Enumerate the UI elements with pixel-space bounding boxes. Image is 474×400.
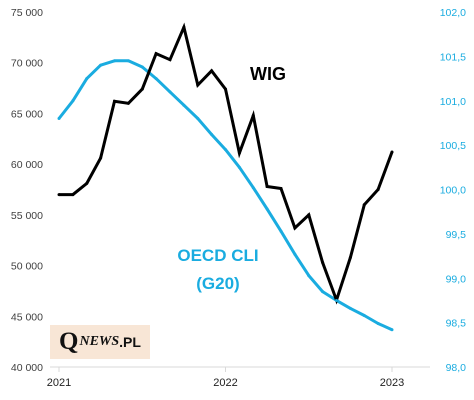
wig-data-point [168,58,172,62]
wig-data-point [99,156,103,160]
oecd-data-point [362,314,366,318]
wig-data-point [237,151,241,155]
left-tick-label: 75 000 [11,7,43,19]
left-tick-label: 40 000 [11,362,43,374]
oecd-data-point [224,148,227,152]
oecd-data-point [348,306,352,310]
logo-q: Q [59,328,79,355]
oecd-data-point [168,90,172,94]
oecd-data-point [99,63,103,67]
oecd-data-point [57,117,61,120]
left-tick-label: 45 000 [11,311,43,323]
left-tick-label: 65 000 [11,108,43,120]
right-tick-label: 102,0 [440,7,466,19]
oecd-data-point [321,290,325,294]
oecd-data-point [390,328,394,332]
wig-data-point [126,101,130,105]
wig-data-point [362,203,366,207]
oecd-data-point [154,77,158,81]
right-axis-ticks: 98,0 98,5 99,0 99,5 100,0 100,5 101,0 101,5 102,… [440,7,466,374]
oecd-data-point [85,77,89,81]
right-tick-label: 101,5 [440,51,466,63]
oecd-data-point [307,274,311,278]
wig-data-point [321,261,325,265]
wig-data-point [113,99,116,103]
wig-data-point [210,69,214,73]
oecd-data-point [279,229,283,233]
right-tick-label: 98,5 [446,318,467,330]
wig-data-point [265,184,269,188]
wig-data-point [279,186,283,190]
logo-news: NEWS [79,334,120,349]
logo-pl: .PL [119,334,141,350]
wig-data-point [71,193,75,197]
oecd-data-point [210,132,214,136]
wig-data-point [196,83,200,87]
oecd-data-point [293,252,297,256]
oecd-label-line2: (G20) [196,274,239,293]
left-tick-label: 50 000 [11,261,43,273]
oecd-data-point [182,103,186,107]
oecd-data-point [376,322,380,326]
wig-data-point [154,52,158,56]
right-tick-label: 100,0 [440,185,466,197]
right-tick-label: 98,0 [446,362,467,374]
left-tick-label: 55 000 [11,210,43,222]
oecd-data-point [140,65,144,69]
left-tick-label: 60 000 [11,159,43,171]
left-axis-ticks: 40 000 45 000 50 000 55 000 60 000 65 000 70 0… [11,7,43,374]
right-tick-label: 99,0 [446,273,467,285]
wig-data-point [57,193,61,197]
oecd-data-point [71,99,75,103]
x-tick-label: 2022 [213,377,237,389]
wig-data-point [140,87,144,91]
x-tick-label: 2021 [47,377,71,389]
series-points [57,25,394,332]
left-tick-label: 70 000 [11,58,43,70]
right-tick-label: 100,5 [440,140,466,152]
oecd-data-point [251,186,255,190]
wig-data-point [293,226,297,230]
wig-data-point [307,213,311,217]
wig-data-point [376,188,380,191]
oecd-data-point [237,165,241,169]
wig-label: WIG [250,64,286,84]
wig-data-point [348,255,352,259]
x-axis-ticks: 2021 2022 2023 [47,367,404,389]
wig-data-point [224,87,227,91]
wig-data-point [390,150,394,154]
oecd-data-point [113,59,116,63]
wig-data-point [251,113,255,117]
wig-data-point [182,25,186,29]
oecd-data-point [335,298,338,302]
right-tick-label: 101,0 [440,96,466,108]
oecd-data-point [126,59,130,63]
oecd-data-point [196,117,200,120]
wig-data-point [85,181,89,185]
right-tick-label: 99,5 [446,229,467,241]
x-tick-label: 2023 [380,377,404,389]
oecd-label-line1: OECD CLI [177,246,258,265]
qnews-logo: Q NEWS .PL [50,325,150,359]
oecd-data-point [265,207,269,211]
